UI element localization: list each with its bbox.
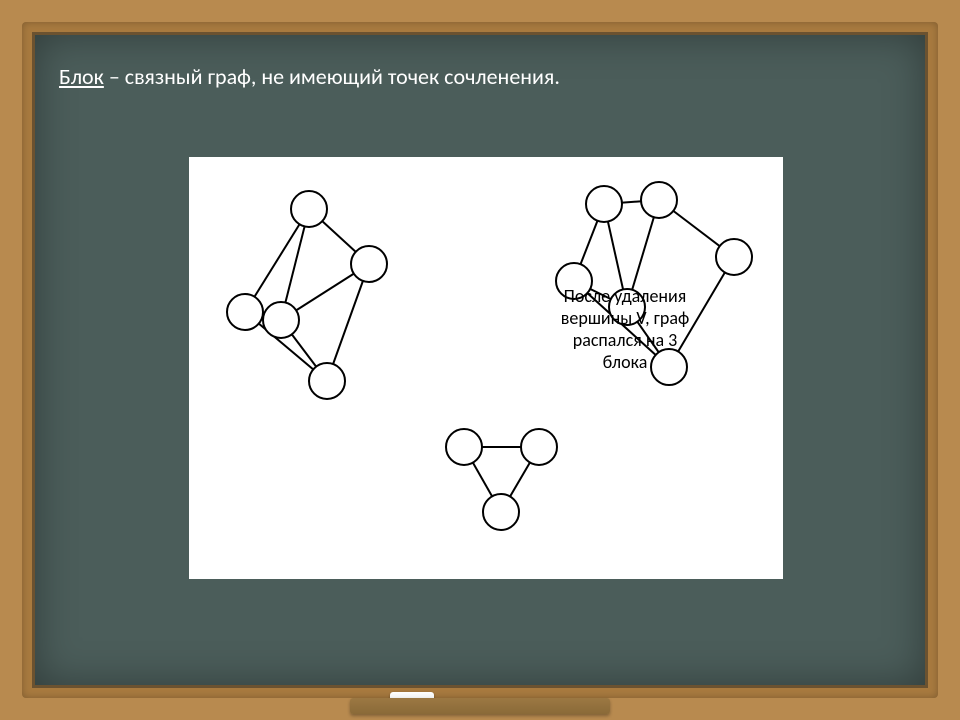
caption-text: После удалениявершины V, графраспался на…: [541, 285, 709, 373]
chalk-tray: [350, 698, 610, 714]
diagram-panel: После удалениявершины V, графраспался на…: [189, 157, 783, 579]
chalkboard: Блок – связный граф, не имеющий точек со…: [32, 32, 928, 688]
term-block: Блок: [59, 63, 104, 90]
definition-title: Блок – связный граф, не имеющий точек со…: [59, 63, 901, 92]
wood-frame-outer: Блок – связный граф, не имеющий точек со…: [0, 0, 960, 720]
wood-frame-inner: Блок – связный граф, не имеющий точек со…: [22, 22, 938, 698]
definition-text: – связный граф, не имеющий точек сочлене…: [104, 63, 560, 90]
